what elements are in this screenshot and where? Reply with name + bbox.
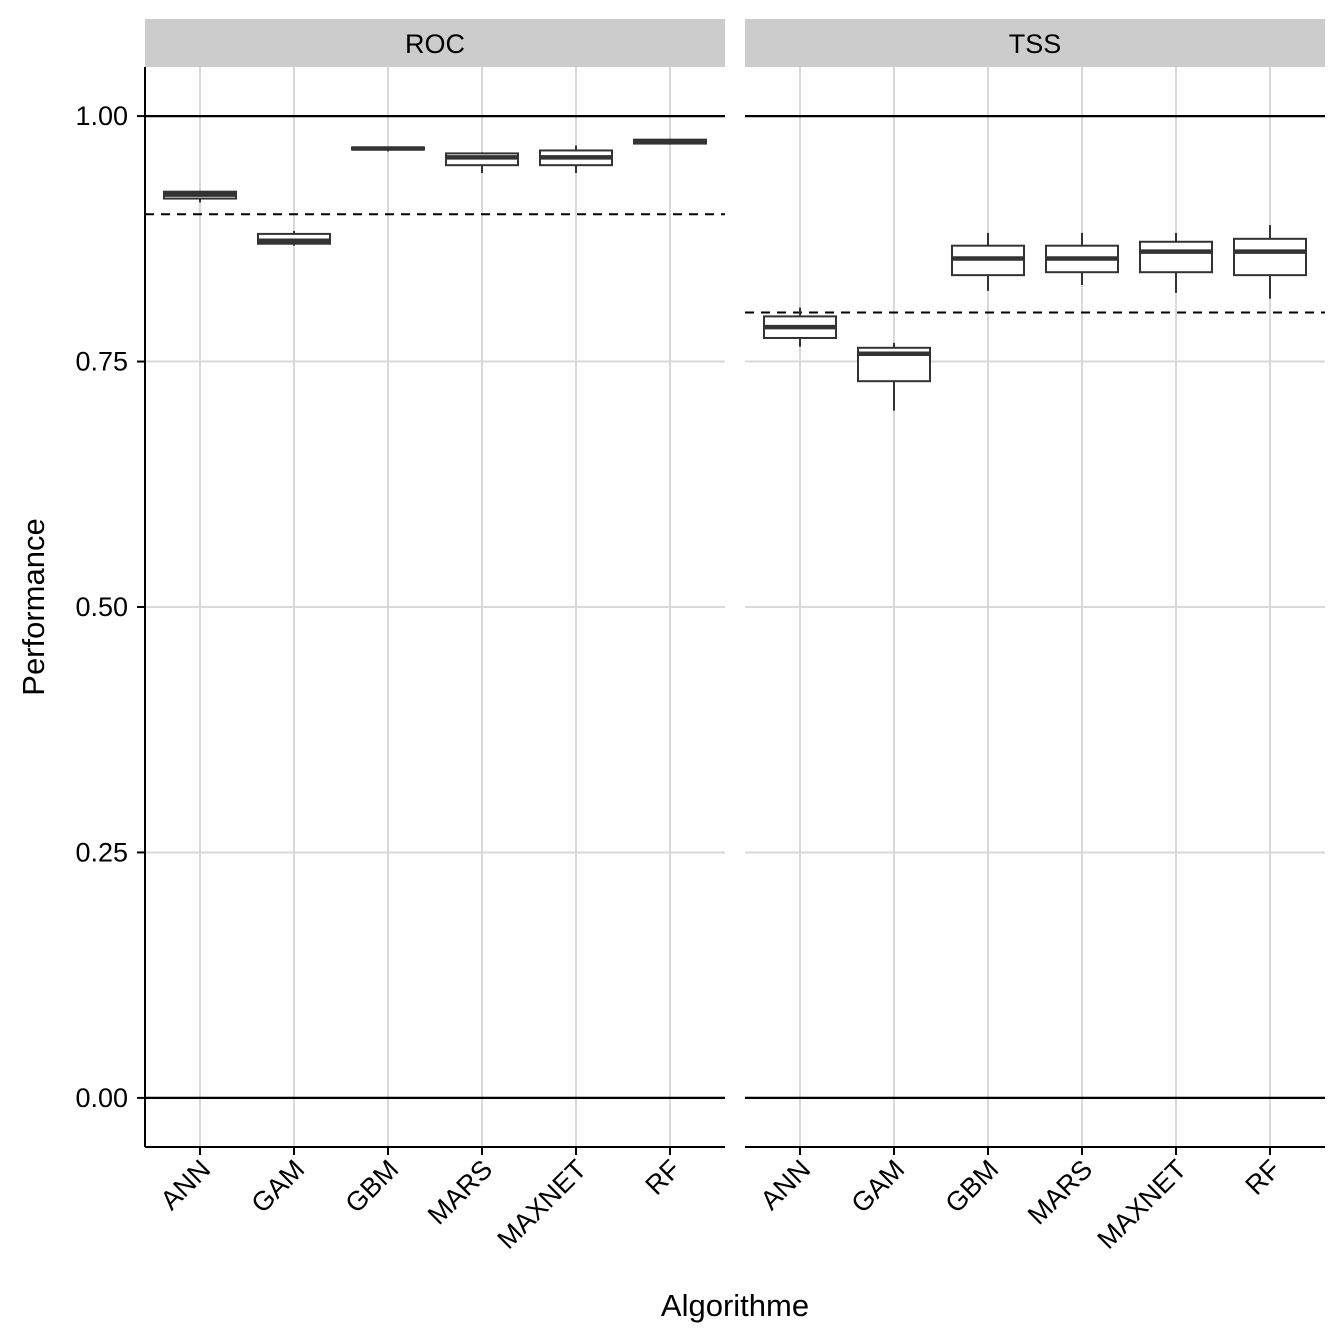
x-tick-label: MARS bbox=[1022, 1154, 1098, 1230]
x-tick-label: MAXNET bbox=[1091, 1154, 1192, 1255]
box-gam bbox=[857, 342, 931, 411]
facet-strip bbox=[145, 19, 725, 67]
y-tick-label: 0.75 bbox=[75, 347, 128, 377]
box-ann bbox=[163, 190, 237, 203]
box-gbm bbox=[351, 146, 425, 152]
box-maxnet bbox=[539, 145, 613, 174]
x-tick-label: MARS bbox=[422, 1154, 498, 1230]
box-iqr bbox=[1139, 240, 1213, 274]
box-iqr bbox=[1233, 237, 1307, 277]
facet-strip-label: ROC bbox=[405, 29, 465, 59]
box-gbm bbox=[951, 232, 1025, 291]
box-gam bbox=[257, 230, 331, 246]
y-tick-label: 1.00 bbox=[75, 101, 128, 131]
facet-strip-label: TSS bbox=[1009, 29, 1062, 59]
y-tick-label: 0.00 bbox=[75, 1083, 128, 1113]
x-tick-label: GBM bbox=[940, 1154, 1005, 1219]
x-axis-label: Algorithme bbox=[661, 1288, 809, 1323]
y-axis: 0.00 0.25 0.50 0.75 1.00 bbox=[75, 67, 146, 1147]
box-rf bbox=[1233, 225, 1307, 299]
x-tick-label: ANN bbox=[755, 1154, 817, 1216]
x-tick-label: GAM bbox=[246, 1154, 311, 1219]
y-tick-label: 0.25 bbox=[75, 837, 128, 867]
x-tick-label: MAXNET bbox=[491, 1154, 592, 1255]
box-mars bbox=[445, 152, 519, 174]
y-axis-label: Performance bbox=[16, 518, 51, 695]
box-rf bbox=[633, 138, 707, 145]
facet-strip bbox=[745, 19, 1325, 67]
x-tick-label: ANN bbox=[155, 1154, 217, 1216]
x-tick-label: RF bbox=[1240, 1154, 1287, 1201]
box-maxnet bbox=[1139, 232, 1213, 293]
x-tick-label: GBM bbox=[340, 1154, 405, 1219]
box-mars bbox=[1045, 232, 1119, 285]
x-tick-label: GAM bbox=[846, 1154, 911, 1219]
x-tick-label: RF bbox=[640, 1154, 687, 1201]
box-ann bbox=[763, 307, 837, 347]
y-tick-label: 0.50 bbox=[75, 592, 128, 622]
